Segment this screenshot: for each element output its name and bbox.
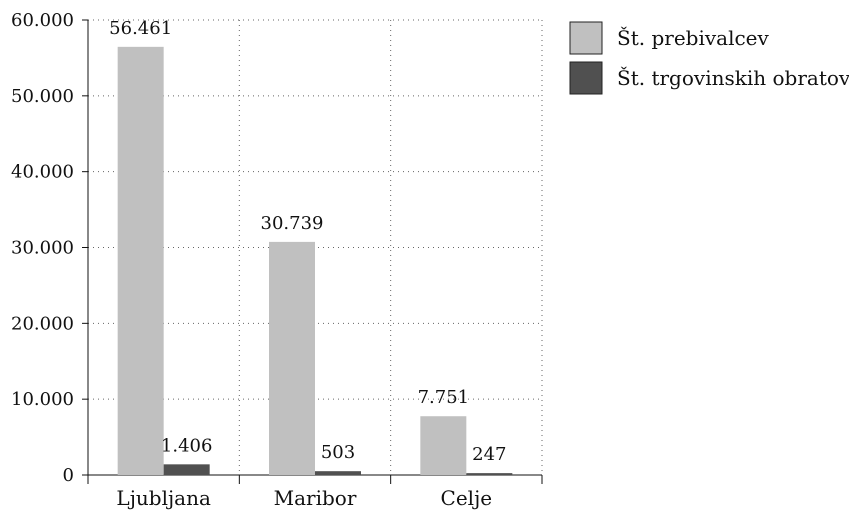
data-label: 30.739: [261, 213, 324, 234]
bar: [315, 471, 361, 475]
grid-lines: [88, 19, 543, 475]
legend-label: Št. prebivalcev: [617, 25, 770, 50]
y-tick-label: 30.000: [11, 238, 74, 259]
x-tick-label: Celje: [441, 486, 493, 510]
x-tick-label: Ljubljana: [116, 486, 211, 510]
bar: [117, 46, 164, 476]
data-label: 1.406: [161, 435, 213, 456]
legend-swatch: [569, 21, 603, 55]
y-tick-label: 20.000: [11, 313, 74, 334]
bar: [269, 241, 315, 475]
bar: [466, 473, 513, 475]
data-label: 7.751: [418, 387, 470, 408]
x-tick-label: Maribor: [274, 486, 357, 510]
legend: Št. prebivalcev Št. trgovinskih obratov: [569, 21, 849, 95]
y-tick-label: 0: [63, 465, 74, 486]
y-tick-label: 40.000: [11, 162, 74, 183]
bar: [163, 464, 210, 475]
legend-label: Št. trgovinskih obratov: [617, 65, 849, 90]
y-tick-label: 10.000: [11, 389, 74, 410]
data-label: 503: [321, 442, 355, 463]
y-tick-label: 60.000: [11, 10, 74, 31]
legend-swatch: [569, 61, 603, 95]
bars: [117, 46, 513, 476]
y-tick-label: 50.000: [11, 86, 74, 107]
data-label: 247: [472, 444, 506, 465]
data-label: 56.461: [109, 18, 172, 39]
bar: [420, 416, 467, 475]
data-labels: 56.461 1.406 30.739 503 7.751 247: [109, 18, 506, 465]
